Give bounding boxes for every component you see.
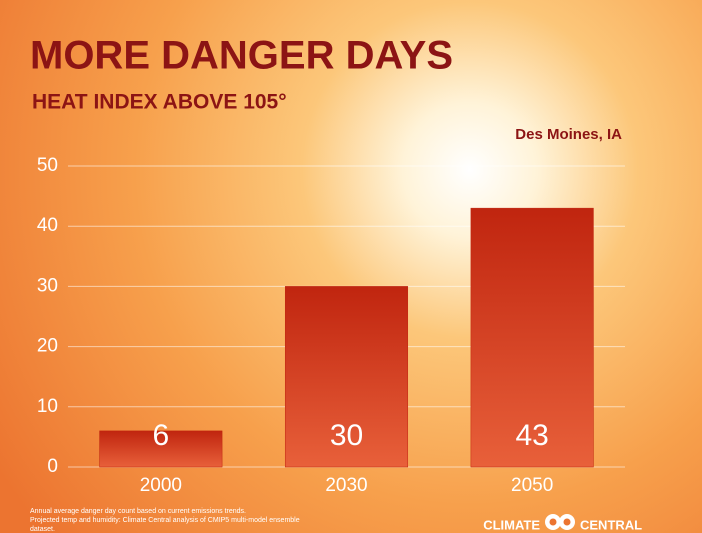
y-tick-label: 30: [37, 275, 58, 296]
footnote: Annual average danger day count based on…: [30, 508, 246, 515]
y-tick-label: 10: [37, 396, 58, 417]
x-tick-label: 2050: [511, 475, 553, 496]
footnote: dataset.: [30, 526, 55, 533]
y-tick-label: 0: [47, 456, 58, 477]
bar: [470, 207, 594, 468]
value-label: 43: [515, 419, 548, 452]
value-label: 30: [330, 419, 363, 452]
x-tick-label: 2030: [325, 475, 367, 496]
logo-icon: [545, 514, 575, 530]
value-label: 6: [152, 419, 169, 452]
logo-right: CENTRAL: [580, 517, 642, 532]
y-tick-label: 50: [37, 155, 58, 176]
chart-title: MORE DANGER DAYS: [30, 34, 453, 78]
y-tick-label: 20: [37, 336, 58, 357]
location: Des Moines, IA: [515, 126, 622, 143]
chart-subtitle: HEAT INDEX ABOVE 105°: [32, 91, 287, 114]
x-tick-label: 2000: [140, 475, 182, 496]
logo-left: CLIMATE: [483, 517, 540, 532]
bar: [99, 430, 223, 468]
bar: [284, 286, 409, 468]
y-tick-label: 40: [37, 215, 58, 236]
footnote: Projected temp and humidity: Climate Cen…: [30, 517, 300, 524]
